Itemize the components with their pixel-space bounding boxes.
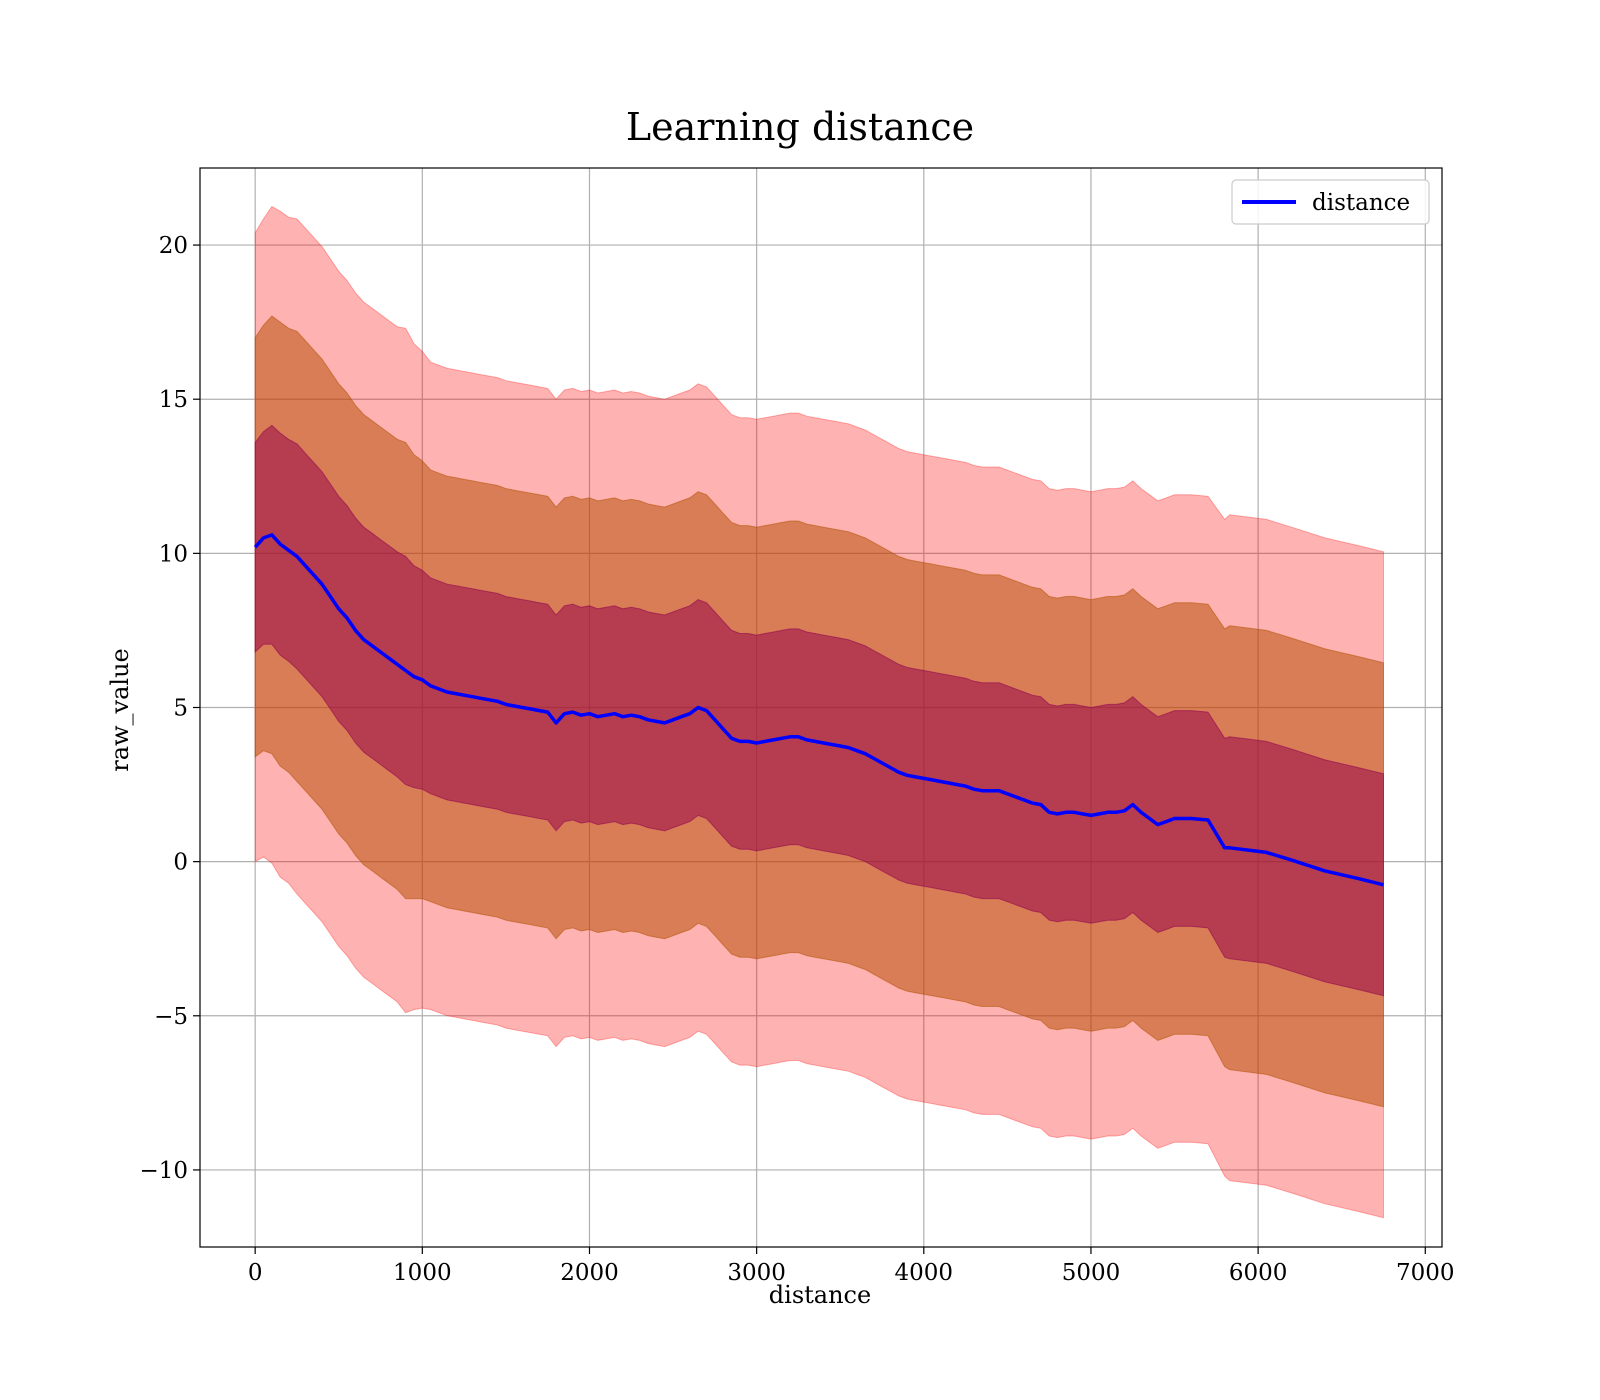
y-tick-label: 0	[173, 850, 188, 876]
axis-ticks: 0 1000 2000 3000 4000 5000 6000 7000 −10 −5 0 5 10 15…	[139, 233, 1454, 1286]
y-tick-label: −5	[154, 1004, 188, 1030]
legend-label-distance: distance	[1312, 190, 1410, 216]
legend-box	[1231, 179, 1430, 225]
x-tick-label: 0	[248, 1260, 263, 1286]
x-tick-label: 6000	[1229, 1260, 1288, 1286]
x-tick-label: 3000	[727, 1260, 786, 1286]
std-band-2-tint	[254, 315, 1384, 1108]
y-tick-label: 5	[173, 696, 188, 722]
x-tick-label: 4000	[895, 1260, 954, 1286]
y-axis-label: raw_value	[106, 648, 134, 772]
std-bands	[254, 205, 1384, 1219]
x-tick-label: 5000	[1062, 1260, 1121, 1286]
x-tick-label: 1000	[393, 1260, 452, 1286]
std-band-1-tint	[254, 424, 1384, 997]
std-band-3-base	[254, 205, 1384, 1219]
y-tick-label: 10	[159, 541, 188, 567]
x-tick-label: 7000	[1396, 1260, 1455, 1286]
std-band-2-base	[254, 315, 1384, 1108]
y-tick-label: 20	[159, 233, 188, 259]
series-line-layer	[253, 533, 1384, 887]
chart-title: Learning distance	[626, 105, 974, 149]
series-line-distance	[253, 533, 1384, 887]
grid	[200, 168, 1442, 1247]
x-axis-label: distance	[769, 1281, 871, 1309]
x-tick-label: 2000	[560, 1260, 619, 1286]
y-tick-label: 15	[159, 387, 188, 413]
legend: distance	[1231, 179, 1430, 225]
std-band-1-base	[254, 424, 1384, 997]
y-tick-label: −10	[139, 1158, 188, 1184]
